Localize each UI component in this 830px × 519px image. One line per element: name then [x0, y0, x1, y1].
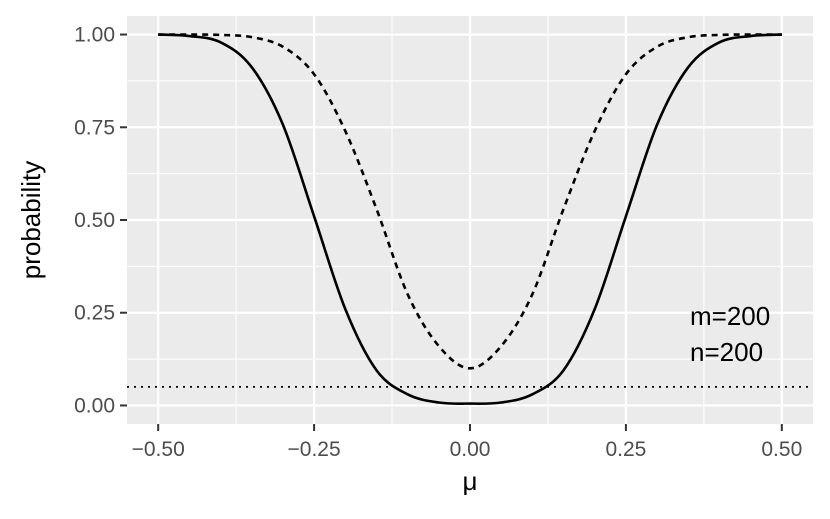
- x-tick-label: −0.25: [288, 438, 341, 461]
- series-group: [158, 33, 782, 405]
- series-line-solid: [158, 33, 782, 405]
- y-tick-label: 1.00: [74, 24, 115, 47]
- series-line-dashed: [158, 33, 782, 370]
- x-tick-label: 0.00: [450, 438, 491, 461]
- x-tick-label: −0.50: [132, 438, 185, 461]
- annotation-n: n=200: [690, 337, 763, 367]
- y-tick-label: 0.75: [74, 116, 115, 139]
- x-tick-label: 0.50: [761, 438, 802, 461]
- axes-group: 0.00 0.25 0.50 0.75 1.00 −0.50 −0.25 0.00 0.25 0.…: [74, 24, 802, 461]
- y-tick-label: 0.25: [74, 302, 115, 325]
- x-axis-title: μ: [463, 466, 478, 496]
- y-tick-label: 0.00: [74, 394, 115, 417]
- y-tick-label: 0.50: [74, 209, 115, 232]
- y-axis-title: probability: [16, 161, 46, 280]
- x-tick-label: 0.25: [605, 438, 646, 461]
- annotation-m: m=200: [690, 301, 770, 331]
